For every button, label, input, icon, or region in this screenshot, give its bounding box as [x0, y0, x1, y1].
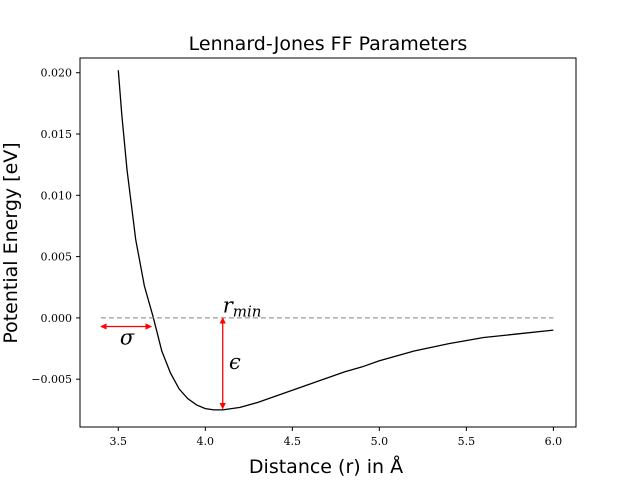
annotations: σ ϵ rmin: [100, 294, 262, 410]
y-tick-label: 0.010: [41, 189, 73, 202]
x-tick-label: 6.0: [545, 435, 563, 448]
y-tick-label: 0.005: [41, 251, 73, 264]
chart-title: Lennard-Jones FF Parameters: [189, 33, 468, 55]
plot-frame: [79, 57, 577, 428]
x-axis-label: Distance (r) in Å: [249, 455, 403, 478]
y-tick-label: 0.015: [41, 128, 73, 141]
y-tick-label: −0.005: [31, 373, 72, 386]
y-axis-label: Potential Energy [eV]: [0, 142, 22, 343]
x-tick-label: 4.0: [197, 435, 215, 448]
plot-area: [100, 70, 554, 411]
axis-ticks: 3.5 4.0 4.5 5.0 5.5 6.0 −0.005 0.000 0.005 0.010 0…: [31, 67, 562, 448]
x-tick-label: 3.5: [110, 435, 128, 448]
r-min-subscript: min: [233, 303, 262, 321]
y-tick-label: 0.020: [41, 67, 73, 80]
r-min-label: rmin: [223, 294, 262, 321]
epsilon-label: ϵ: [229, 350, 241, 374]
sigma-label: σ: [120, 326, 135, 350]
x-tick-label: 4.5: [284, 435, 302, 448]
y-tick-label: 0.000: [41, 312, 73, 325]
r-min-base: r: [223, 294, 235, 318]
x-tick-label: 5.5: [458, 435, 476, 448]
x-tick-label: 5.0: [371, 435, 389, 448]
potential-curve: [117, 70, 554, 411]
